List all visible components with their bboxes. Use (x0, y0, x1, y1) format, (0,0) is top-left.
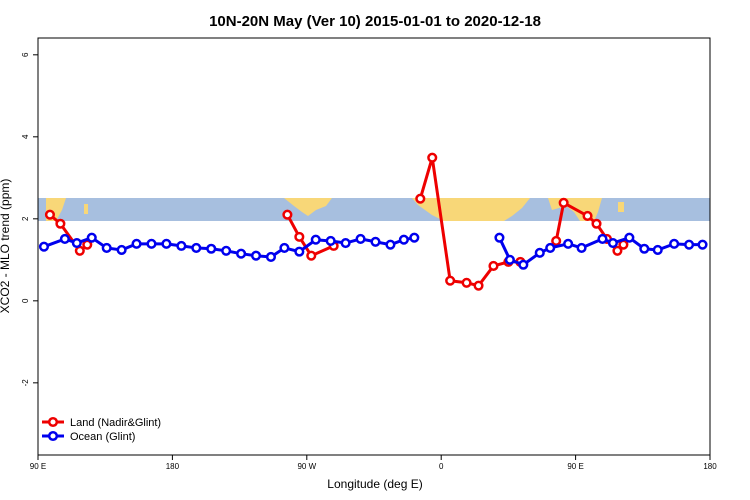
data-point (294, 231, 305, 242)
data-point (409, 232, 420, 243)
x-tick-label: 90 E (567, 462, 583, 471)
x-axis-label: Longitude (deg E) (327, 477, 422, 491)
data-point (551, 235, 562, 247)
data-point (101, 242, 112, 253)
data-point (563, 238, 574, 249)
data-point (250, 250, 262, 261)
x-tick-label: 180 (166, 462, 180, 471)
legend-marker (47, 430, 59, 442)
data-point (612, 245, 623, 256)
data-point (59, 233, 70, 244)
data-point (116, 244, 127, 256)
data-point (545, 242, 556, 253)
data-point (265, 251, 277, 263)
data-point (306, 250, 317, 261)
data-point (38, 241, 50, 252)
data-point (504, 254, 515, 265)
data-point (131, 238, 142, 249)
y-tick-label: 6 (21, 52, 30, 57)
y-tick-label: 2 (21, 216, 30, 221)
data-point (282, 209, 293, 220)
x-tick-label: 90 E (30, 462, 46, 471)
data-point (55, 218, 66, 229)
y-tick-label: 4 (21, 134, 30, 139)
plot-frame (37, 37, 711, 456)
data-point (340, 237, 351, 249)
x-tick-label: 90 W (297, 462, 316, 471)
data-point (558, 197, 569, 208)
data-point (310, 234, 321, 245)
data-point (461, 277, 472, 288)
data-point (279, 242, 290, 253)
data-point (534, 247, 545, 258)
data-point (607, 237, 618, 249)
data-point (176, 240, 187, 251)
data-point (74, 245, 85, 256)
data-point (236, 248, 247, 259)
series-line (48, 157, 625, 288)
data-point (44, 209, 55, 220)
data-point (445, 275, 456, 286)
data-point (684, 239, 695, 250)
data-point (206, 243, 217, 254)
data-point (221, 245, 232, 256)
data-point (669, 238, 680, 249)
map-strip (38, 198, 710, 221)
data-point (398, 234, 409, 245)
data-point (370, 236, 381, 247)
data-point (597, 233, 608, 244)
data-point (473, 280, 484, 291)
legend-label: Ocean (Glint) (70, 431, 135, 443)
data-point (697, 239, 708, 250)
data-point (652, 244, 663, 256)
data-point (624, 232, 635, 243)
data-point (591, 218, 602, 229)
data-point (488, 260, 499, 272)
data-point (415, 193, 426, 204)
data-point (582, 210, 593, 222)
y-tick-label: -2 (21, 379, 30, 387)
data-point (71, 237, 82, 249)
legend-marker (47, 416, 59, 428)
data-point (325, 235, 336, 247)
data-point (294, 246, 305, 257)
chart-title: 10N-20N May (Ver 10) 2015-01-01 to 2020-… (209, 13, 541, 30)
x-tick-label: 0 (439, 462, 444, 471)
x-tick-label: 180 (703, 462, 717, 471)
data-point (355, 233, 366, 244)
data-point (518, 259, 529, 270)
data-point (385, 239, 396, 250)
y-axis-label: XCO2 - MLO trend (ppm) (0, 179, 12, 314)
data-point (86, 232, 97, 243)
data-point (161, 238, 172, 249)
data-point (146, 238, 157, 249)
data-point (576, 242, 587, 253)
legend-label: Land (Nadir&Glint) (70, 417, 161, 429)
data-point (494, 232, 505, 243)
data-point (639, 243, 650, 254)
y-tick-label: 0 (21, 298, 30, 303)
data-point (427, 152, 438, 163)
data-point (191, 242, 202, 253)
